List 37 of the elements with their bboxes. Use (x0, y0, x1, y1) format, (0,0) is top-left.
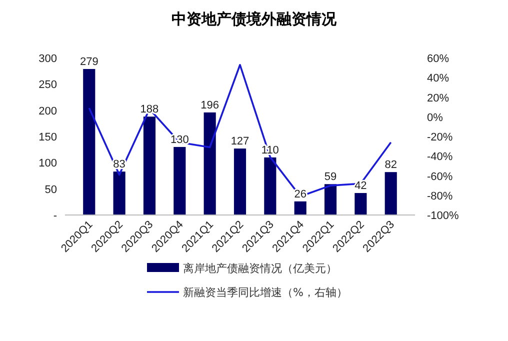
bar (143, 116, 156, 215)
bar (324, 184, 337, 215)
y2-tick-label: -80% (427, 190, 453, 202)
data-label: 42 (354, 180, 367, 192)
y2-tick-label: 20% (427, 92, 450, 104)
data-label: 127 (230, 136, 250, 148)
data-label: 196 (200, 99, 220, 112)
bar (234, 148, 246, 215)
y2-tick-label: 0% (427, 112, 444, 124)
bar (384, 172, 397, 215)
bar (264, 157, 276, 215)
chart-title: 中资地产债境外融资情况 (172, 10, 338, 28)
bar (83, 68, 96, 215)
bar (113, 172, 126, 215)
y-tick-label: 50 (44, 184, 57, 196)
legend-label: 新融资当季同比增速（%，右轴） (183, 286, 348, 299)
bar (354, 193, 367, 215)
y2-tick-label: -20% (427, 132, 453, 144)
legend-label: 离岸地产债融资情况（亿美元） (183, 262, 337, 275)
y2-tick-label: -40% (427, 151, 453, 164)
data-label: 279 (80, 56, 98, 68)
y-tick-label: 150 (38, 132, 57, 144)
y-tick-label: - (53, 210, 58, 222)
y-tick-label: 300 (38, 53, 57, 65)
data-label: 82 (384, 159, 397, 172)
y-tick-label: 100 (38, 158, 57, 170)
y2-tick-label: 40% (427, 72, 450, 85)
data-label: 188 (140, 104, 159, 116)
y2-tick-label: -60% (427, 170, 453, 183)
data-label: 59 (324, 171, 337, 184)
bar (204, 112, 216, 215)
bar (294, 201, 306, 215)
y2-tick-label: 60% (427, 53, 450, 65)
bar (174, 146, 186, 215)
y-tick-label: 250 (38, 79, 57, 92)
y-tick-label: 200 (38, 105, 57, 118)
y2-tick-label: -100% (427, 210, 460, 222)
